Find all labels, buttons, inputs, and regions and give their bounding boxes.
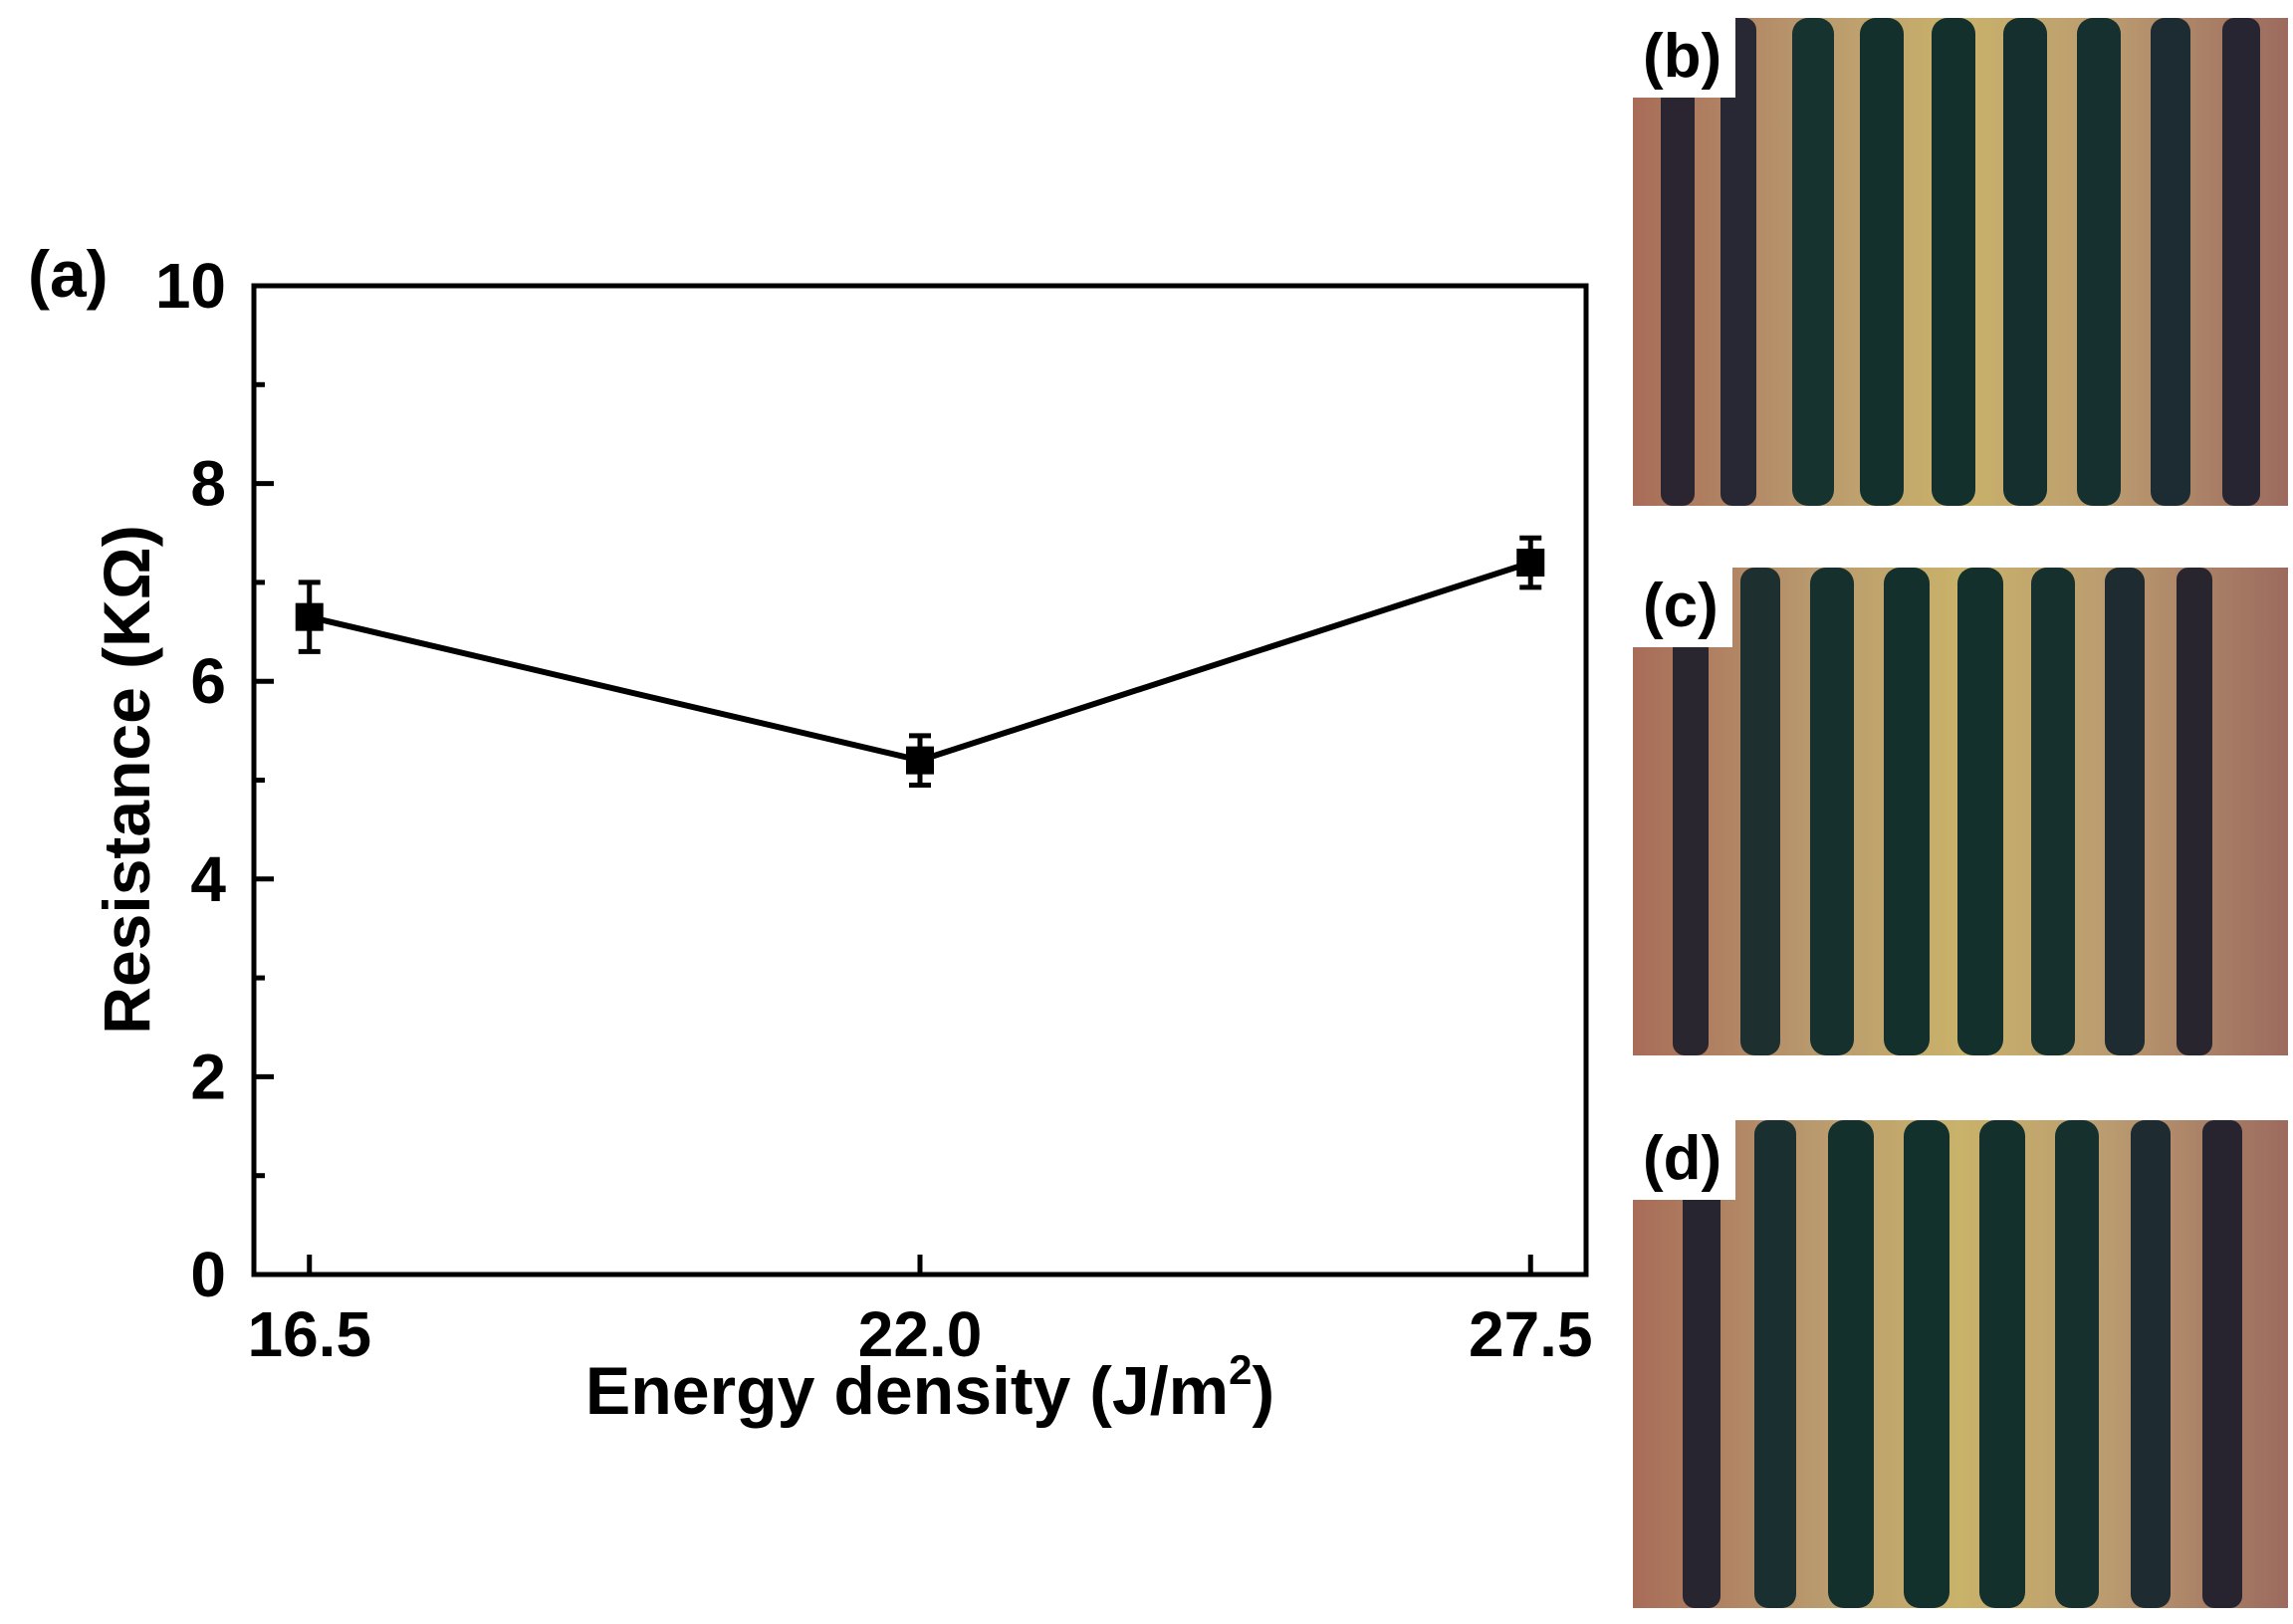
x-tick-label: 16.5 [247, 1298, 371, 1370]
micrograph-c: (c) [1633, 568, 2288, 1055]
panel-b-label: (b) [1633, 18, 1736, 98]
panel-d-label: (d) [1633, 1120, 1736, 1200]
y-tick-label: 2 [190, 1041, 226, 1112]
y-tick-label: 4 [190, 843, 226, 915]
y-tick-label: 6 [190, 645, 226, 717]
y-tick-label: 0 [190, 1239, 226, 1310]
y-tick-label: 10 [155, 250, 226, 322]
data-point-marker [906, 746, 934, 775]
y-tick-label: 8 [190, 448, 226, 520]
y-axis-ticks: 0 2 4 6 8 10 [155, 250, 274, 1310]
data-point-marker [1516, 549, 1545, 578]
x-tick-label: 27.5 [1469, 1298, 1593, 1370]
data-point-marker [295, 602, 324, 631]
micrograph-b: (b) [1633, 18, 2288, 506]
resistance-chart: (a) 0 2 4 6 8 10 16.5 22.0 27.5 Energy density … [28, 237, 1593, 1429]
micrograph-d: (d) [1633, 1120, 2288, 1608]
y-axis-title: Resistance (KΩ) [90, 525, 163, 1034]
series-line [309, 560, 1532, 764]
series-resistance [295, 535, 1545, 788]
x-axis-title: Energy density (J/m2) [585, 1346, 1274, 1429]
panel-c-label: (c) [1633, 568, 1732, 647]
x-tick-label: 22.0 [858, 1298, 983, 1370]
x-axis-ticks: 16.5 22.0 27.5 [247, 1255, 1593, 1370]
panel-a-label: (a) [28, 237, 109, 311]
